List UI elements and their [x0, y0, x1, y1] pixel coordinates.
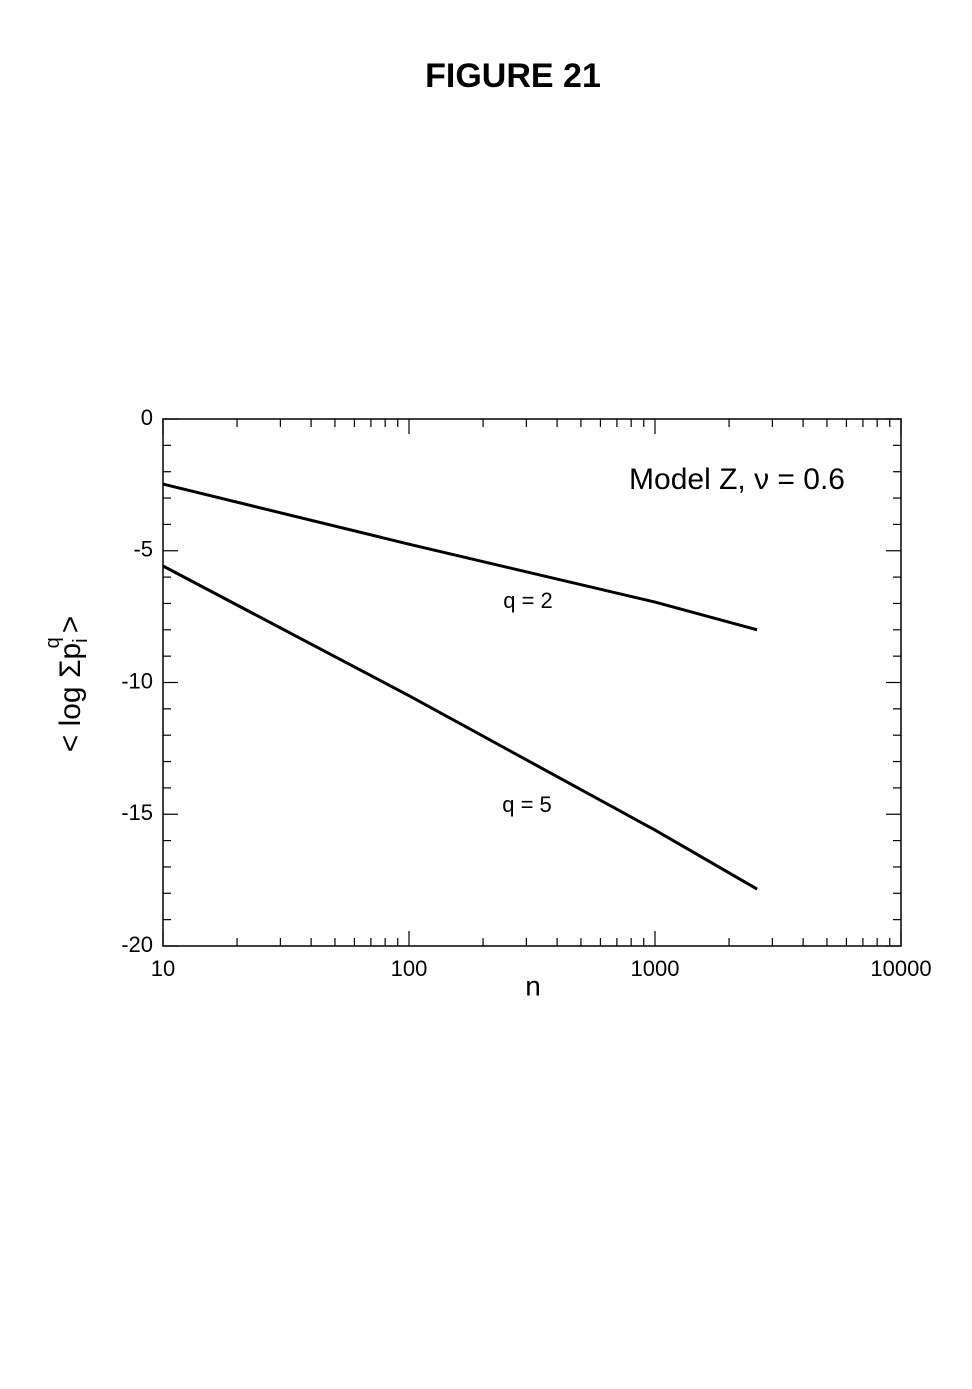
y-tick-label: -20 [121, 932, 153, 957]
chart-title: FIGURE 21 [425, 57, 601, 95]
y-tick-label: -15 [121, 800, 153, 825]
x-axis-label: n [525, 970, 541, 1001]
x-tick-label: 10000 [870, 956, 931, 981]
x-tick-label: 10 [151, 956, 175, 981]
y-label-part: < log Σp [54, 643, 87, 752]
y-axis-label: < log Σpi q > [42, 616, 92, 753]
y-label-sub: i [70, 638, 92, 642]
series-line [162, 564, 758, 891]
plot-frame [162, 418, 902, 947]
x-tick-label: 1000 [631, 956, 680, 981]
x-tick-label: 100 [391, 956, 428, 981]
annotation: Model Z, ν = 0.6 [629, 463, 845, 496]
series-line [162, 482, 758, 632]
y-tick-label: 0 [141, 405, 153, 430]
series-label: q = 5 [502, 792, 552, 817]
series-label: q = 2 [503, 588, 553, 613]
y-label-sup: q [42, 637, 64, 648]
y-label-part: > [54, 616, 87, 634]
y-tick-label: -5 [133, 537, 153, 562]
y-tick-label: -10 [121, 668, 153, 693]
